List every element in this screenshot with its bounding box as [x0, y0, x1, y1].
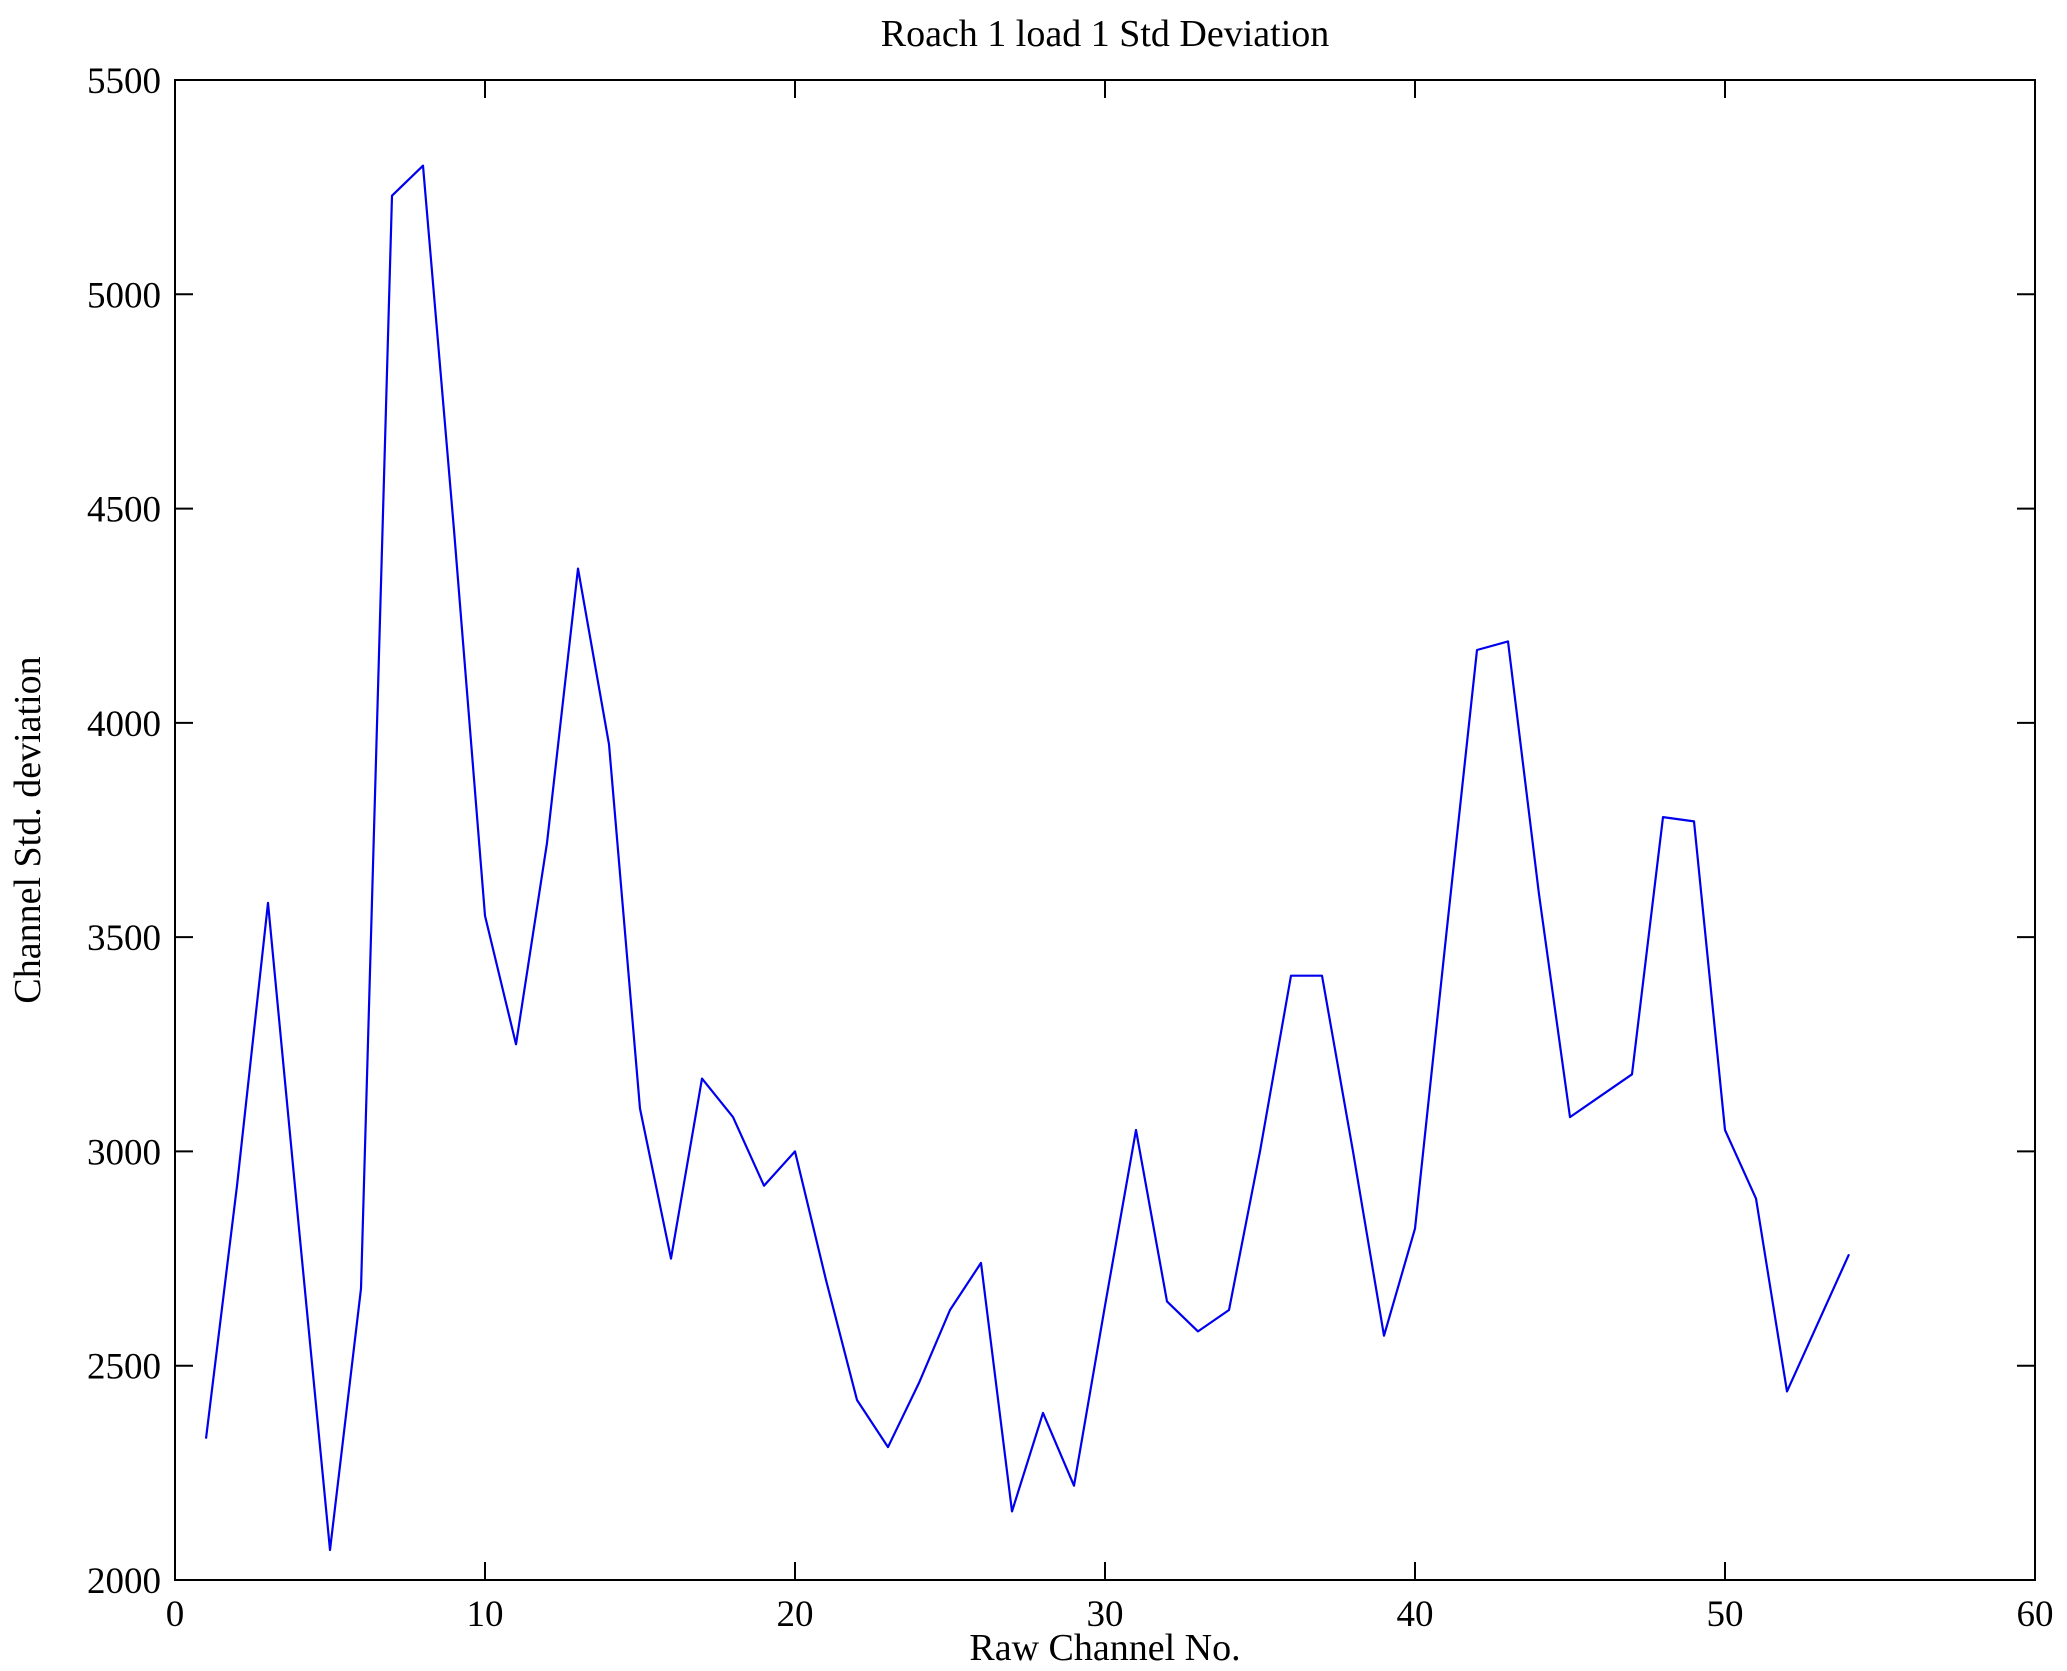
tick-label: 0 [166, 1594, 185, 1635]
tick-label: 2500 [87, 1347, 161, 1388]
tick-label: 4500 [87, 490, 161, 531]
data-series-line [204, 164, 1851, 1552]
tick-label: 20 [777, 1594, 814, 1635]
tick-label: 5000 [87, 275, 161, 316]
plot-box [174, 79, 2036, 1581]
tick-label: 3500 [87, 918, 161, 959]
tick-label: 3000 [87, 1132, 161, 1173]
x-axis-label: Raw Channel No. [969, 1627, 1240, 1669]
axis-tick-labels: 0 10 20 30 40 50 60 2000 2500 3000 3500 4000 4500 500… [87, 61, 2054, 1635]
tick-label: 40 [1397, 1594, 1434, 1635]
tick-label: 4000 [87, 704, 161, 745]
y-axis-label: Channel Std. deviation [7, 656, 49, 1003]
chart-title: Roach 1 load 1 Std Deviation [881, 13, 1330, 55]
tick-label: 5500 [87, 61, 161, 102]
tick-label: 30 [1087, 1594, 1124, 1635]
axis-ticks [174, 79, 2036, 1581]
tick-label: 2000 [87, 1561, 161, 1602]
tick-label: 10 [467, 1594, 504, 1635]
tick-label: 60 [2017, 1594, 2054, 1635]
tick-label: 50 [1707, 1594, 1744, 1635]
